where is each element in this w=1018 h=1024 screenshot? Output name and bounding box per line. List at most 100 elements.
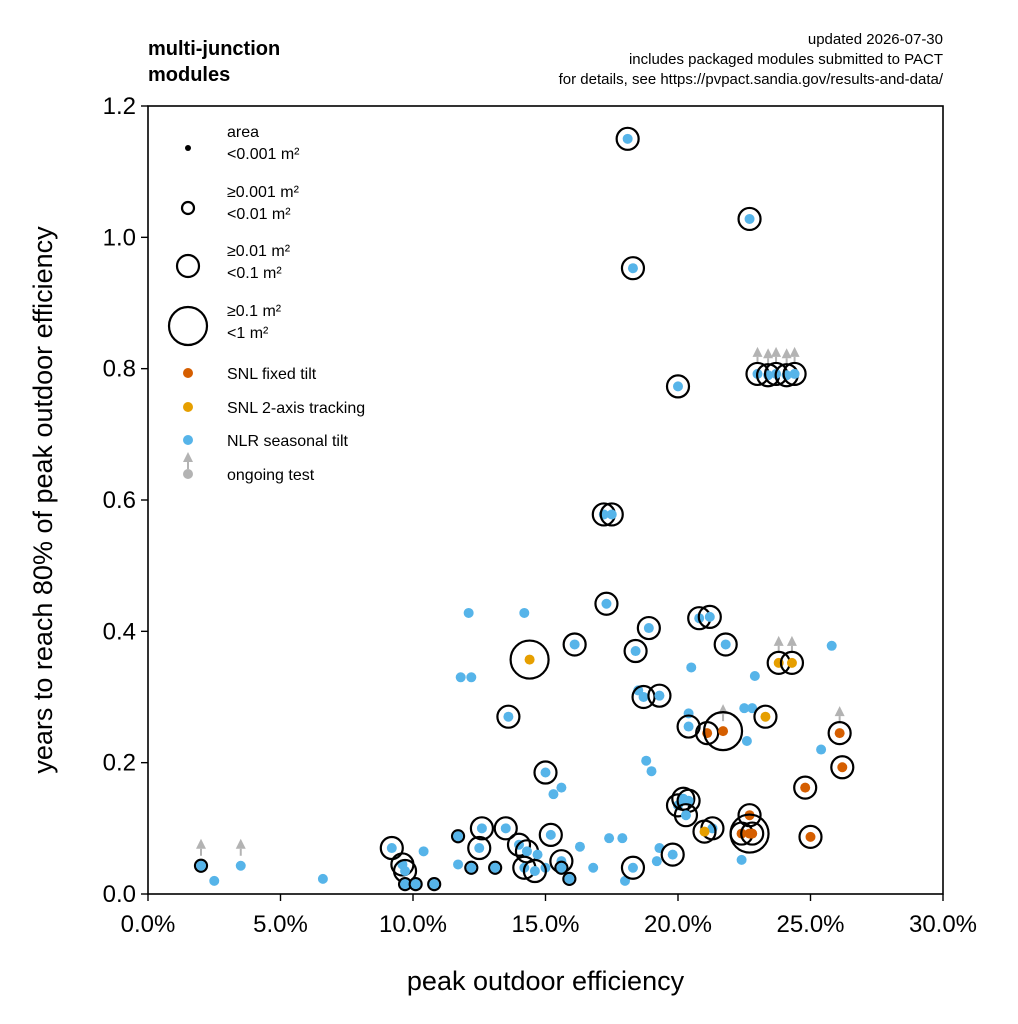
data-point — [760, 711, 771, 722]
legend: area <0.001 m² ≥0.001 m² <0.01 m² ≥0.01 … — [167, 124, 365, 484]
y-tick-label: 0.2 — [103, 750, 136, 777]
size-ring — [594, 591, 619, 616]
ongoing-arrow-stem — [767, 358, 770, 366]
legend-snl-tracking-marker — [183, 402, 193, 412]
ongoing-arrow-stem — [777, 645, 780, 653]
data-point — [744, 213, 755, 224]
ongoing-arrow-icon — [834, 706, 845, 717]
data-point — [686, 662, 697, 673]
size-ring — [697, 604, 722, 629]
data-point — [490, 862, 501, 873]
ongoing-arrow-stem — [785, 358, 788, 366]
x-tick-label: 25.0% — [776, 911, 844, 938]
data-point — [699, 826, 710, 837]
chart-notes: updated 2026-07-30 includes packaged mod… — [559, 30, 943, 90]
chart-title: multi-junction modules — [148, 36, 388, 88]
legend-snl-fixed-marker — [183, 368, 193, 378]
size-ring — [702, 711, 744, 752]
x-tick-label: 5.0% — [253, 911, 308, 938]
data-point — [474, 843, 485, 854]
ongoing-arrow-stem — [756, 356, 759, 364]
ongoing-arrow-stem — [722, 714, 725, 722]
size-ring — [631, 684, 656, 710]
data-point — [588, 862, 599, 873]
size-ring — [427, 877, 442, 892]
data-point — [532, 849, 543, 860]
data-point — [455, 672, 466, 683]
legend-ongoing-arrow-icon — [183, 452, 193, 462]
data-point — [643, 623, 654, 634]
data-point — [317, 873, 328, 884]
y-tick-label: 0.8 — [103, 356, 136, 383]
data-point — [800, 782, 811, 793]
data-point — [638, 692, 649, 702]
size-ring — [496, 704, 521, 729]
data-point — [627, 862, 638, 873]
data-point — [646, 766, 657, 777]
size-ring — [827, 721, 852, 746]
y-axis-label: years to reach 80% of peak outdoor effic… — [28, 226, 58, 774]
ongoing-arrow-icon — [235, 838, 246, 849]
x-tick-label: 15.0% — [511, 911, 579, 938]
data-point — [744, 828, 755, 839]
size-ring — [620, 855, 646, 880]
size-ring — [713, 632, 738, 657]
size-ring — [467, 835, 492, 861]
ongoing-arrow-icon — [786, 635, 797, 646]
legend-ongoing-marker — [183, 452, 193, 479]
data-point — [747, 703, 758, 714]
data-point — [736, 854, 747, 865]
data-point — [630, 646, 641, 657]
data-point — [400, 879, 411, 890]
legend-area-title: area — [227, 124, 259, 141]
data-point — [683, 721, 694, 732]
ongoing-arrow-stem — [790, 645, 793, 653]
data-point — [749, 670, 760, 681]
data-point — [548, 789, 559, 800]
size-ring — [737, 206, 762, 232]
size-ring — [665, 374, 691, 399]
legend-size-0-marker — [185, 145, 191, 151]
data-point — [617, 833, 628, 844]
data-point — [574, 841, 585, 852]
data-point — [209, 875, 220, 886]
y-tick-label: 1.2 — [103, 93, 136, 120]
legend-nlr-marker — [183, 435, 193, 445]
data-point — [627, 263, 638, 274]
legend-snl-tracking-label: SNL 2-axis tracking — [227, 400, 365, 417]
data-point — [651, 856, 662, 867]
data-point — [837, 762, 848, 773]
data-point — [622, 133, 633, 144]
data-point — [453, 859, 464, 870]
data-point — [524, 654, 535, 665]
size-ring — [623, 638, 648, 664]
data-point — [720, 639, 731, 650]
legend-size-1-marker — [180, 200, 196, 216]
data-point — [386, 843, 397, 854]
legend-nlr-label: NLR seasonal tilt — [227, 433, 349, 450]
size-ring — [562, 871, 577, 886]
ongoing-arrow-stem — [793, 356, 796, 364]
data-point — [604, 833, 615, 844]
size-ring — [620, 256, 646, 281]
legend-size-1-label-b: <0.01 m² — [227, 206, 291, 223]
size-ring — [729, 813, 770, 854]
axes: 0.0% 5.0% 10.0% 15.0% 20.0% 25.0% 30.0% 0.0 0.2 0… — [103, 93, 977, 938]
data-point — [826, 640, 837, 651]
ongoing-arrow-icon — [781, 348, 792, 359]
data-point — [739, 703, 750, 714]
size-ring — [740, 821, 765, 846]
data-point — [805, 831, 816, 842]
size-ring — [509, 639, 550, 680]
data-point — [741, 735, 752, 746]
data-point — [641, 755, 652, 766]
data-point — [410, 879, 421, 890]
data-point — [789, 368, 800, 379]
data-point — [503, 711, 514, 722]
note-updated: updated 2026-07-30 — [807, 31, 943, 48]
legend-size-1-label-a: ≥0.001 m² — [227, 184, 300, 201]
size-ring — [798, 824, 823, 849]
data-point — [680, 810, 691, 821]
data-point — [654, 690, 665, 701]
ongoing-arrow-icon — [196, 838, 206, 849]
